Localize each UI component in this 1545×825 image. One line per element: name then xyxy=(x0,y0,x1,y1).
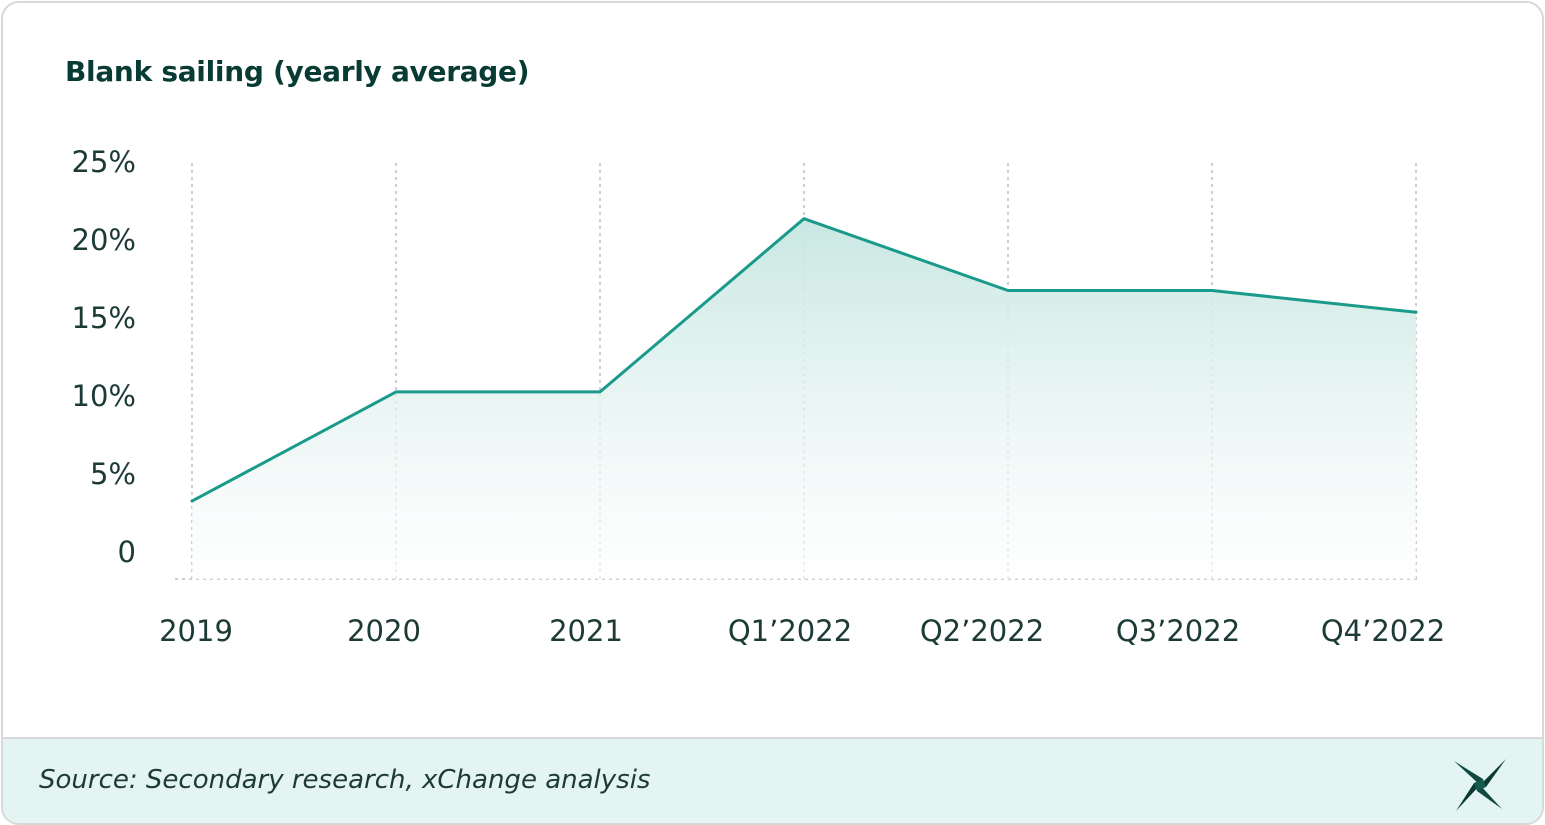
x-tick-label: Q4’2022 xyxy=(1321,614,1445,648)
chart-title: Blank sailing (yearly average) xyxy=(65,55,530,88)
y-tick-label: 15% xyxy=(72,301,136,335)
chart-plot: 0 5% 10% 15% 20% 25% 2019 2020 2021 Q1’2022 Q2’20… xyxy=(72,145,1446,648)
source-text: Source: Secondary research, xChange anal… xyxy=(39,765,651,795)
y-tick-label: 20% xyxy=(72,223,136,257)
series-area xyxy=(192,218,1416,579)
y-tick-label: 5% xyxy=(90,457,136,491)
x-tick-label: 2019 xyxy=(159,614,233,648)
area-fill-layer xyxy=(192,218,1416,579)
x-tick-label: Q2’2022 xyxy=(920,614,1044,648)
source-footer: Source: Secondary research, xChange anal… xyxy=(3,737,1542,823)
x-tick-label: Q3’2022 xyxy=(1116,614,1240,648)
y-tick-label: 25% xyxy=(72,145,136,179)
series-line xyxy=(190,217,1418,503)
x-tick-label: 2021 xyxy=(549,614,623,648)
x-axis-tick-labels: 2019 2020 2021 Q1’2022 Q2’2022 Q3’2022 Q4’2022 xyxy=(159,614,1445,648)
xchange-logo-icon xyxy=(1454,759,1506,811)
x-tick-label: 2020 xyxy=(347,614,421,648)
y-tick-label: 0 xyxy=(118,535,136,569)
series-line-layer xyxy=(190,217,1418,503)
y-axis-tick-labels: 0 5% 10% 15% 20% 25% xyxy=(72,145,136,569)
x-tick-label: Q1’2022 xyxy=(728,614,852,648)
y-tick-label: 10% xyxy=(72,379,136,413)
